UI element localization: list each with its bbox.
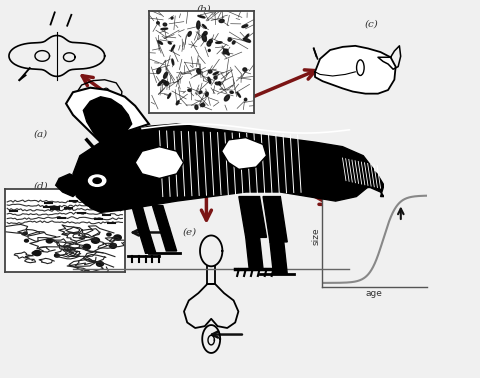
Polygon shape xyxy=(171,17,173,19)
Polygon shape xyxy=(207,42,211,46)
Polygon shape xyxy=(218,82,221,85)
Polygon shape xyxy=(219,19,224,23)
Circle shape xyxy=(46,239,53,243)
Polygon shape xyxy=(224,49,229,55)
Text: (c): (c) xyxy=(365,19,379,28)
Circle shape xyxy=(24,239,28,242)
Polygon shape xyxy=(209,39,212,43)
Polygon shape xyxy=(228,38,231,41)
Polygon shape xyxy=(208,77,211,84)
Polygon shape xyxy=(198,15,205,18)
Polygon shape xyxy=(213,72,218,75)
Polygon shape xyxy=(315,46,396,94)
Circle shape xyxy=(83,244,90,249)
Polygon shape xyxy=(203,25,206,28)
Circle shape xyxy=(109,244,116,248)
Polygon shape xyxy=(232,41,235,44)
Polygon shape xyxy=(208,50,210,51)
Polygon shape xyxy=(204,32,207,35)
Polygon shape xyxy=(343,151,384,197)
Polygon shape xyxy=(73,142,135,210)
Polygon shape xyxy=(161,28,168,29)
Polygon shape xyxy=(158,41,162,44)
Polygon shape xyxy=(171,45,175,51)
Polygon shape xyxy=(216,42,222,43)
Polygon shape xyxy=(202,34,206,42)
Circle shape xyxy=(32,252,36,254)
Circle shape xyxy=(85,173,109,189)
Polygon shape xyxy=(188,89,191,91)
Polygon shape xyxy=(176,101,179,105)
Polygon shape xyxy=(168,42,171,44)
Polygon shape xyxy=(195,105,198,110)
Polygon shape xyxy=(159,228,177,251)
Circle shape xyxy=(34,250,41,256)
Polygon shape xyxy=(244,98,247,101)
Polygon shape xyxy=(239,197,266,237)
Circle shape xyxy=(93,178,101,183)
Polygon shape xyxy=(224,95,229,101)
Polygon shape xyxy=(163,23,167,26)
Text: (b): (b) xyxy=(197,4,211,13)
Text: (f): (f) xyxy=(331,174,343,183)
Polygon shape xyxy=(132,206,149,231)
Polygon shape xyxy=(73,124,373,212)
Polygon shape xyxy=(263,197,287,242)
Polygon shape xyxy=(245,34,249,39)
Text: (a): (a) xyxy=(34,129,48,138)
Polygon shape xyxy=(205,92,208,96)
Polygon shape xyxy=(164,72,168,78)
Polygon shape xyxy=(172,59,174,65)
Circle shape xyxy=(107,233,111,236)
Polygon shape xyxy=(230,91,233,93)
Polygon shape xyxy=(214,76,217,79)
Polygon shape xyxy=(157,68,161,74)
Circle shape xyxy=(92,238,99,243)
Polygon shape xyxy=(201,104,205,107)
Circle shape xyxy=(114,235,121,240)
Polygon shape xyxy=(66,88,149,142)
Polygon shape xyxy=(135,147,183,178)
Y-axis label: size: size xyxy=(311,228,320,245)
Polygon shape xyxy=(223,49,228,54)
Polygon shape xyxy=(222,138,266,169)
X-axis label: age: age xyxy=(366,289,383,297)
Circle shape xyxy=(96,262,103,266)
Polygon shape xyxy=(188,32,192,36)
Polygon shape xyxy=(270,242,287,274)
Polygon shape xyxy=(215,82,219,85)
Polygon shape xyxy=(237,92,240,97)
Polygon shape xyxy=(84,97,132,142)
Polygon shape xyxy=(165,81,168,85)
Polygon shape xyxy=(156,22,159,24)
Text: (d): (d) xyxy=(34,182,48,191)
Polygon shape xyxy=(56,174,84,197)
Polygon shape xyxy=(139,231,156,253)
Polygon shape xyxy=(158,81,163,85)
Polygon shape xyxy=(242,25,248,28)
Polygon shape xyxy=(197,69,201,74)
Polygon shape xyxy=(153,206,170,228)
Polygon shape xyxy=(246,237,263,269)
Polygon shape xyxy=(197,21,200,29)
Circle shape xyxy=(88,175,106,186)
Polygon shape xyxy=(243,38,251,42)
Polygon shape xyxy=(162,80,168,85)
Circle shape xyxy=(55,254,59,257)
Circle shape xyxy=(24,232,27,235)
Polygon shape xyxy=(243,68,247,71)
Text: (e): (e) xyxy=(182,227,196,236)
Polygon shape xyxy=(208,70,212,73)
Polygon shape xyxy=(168,93,171,98)
Polygon shape xyxy=(199,91,202,94)
